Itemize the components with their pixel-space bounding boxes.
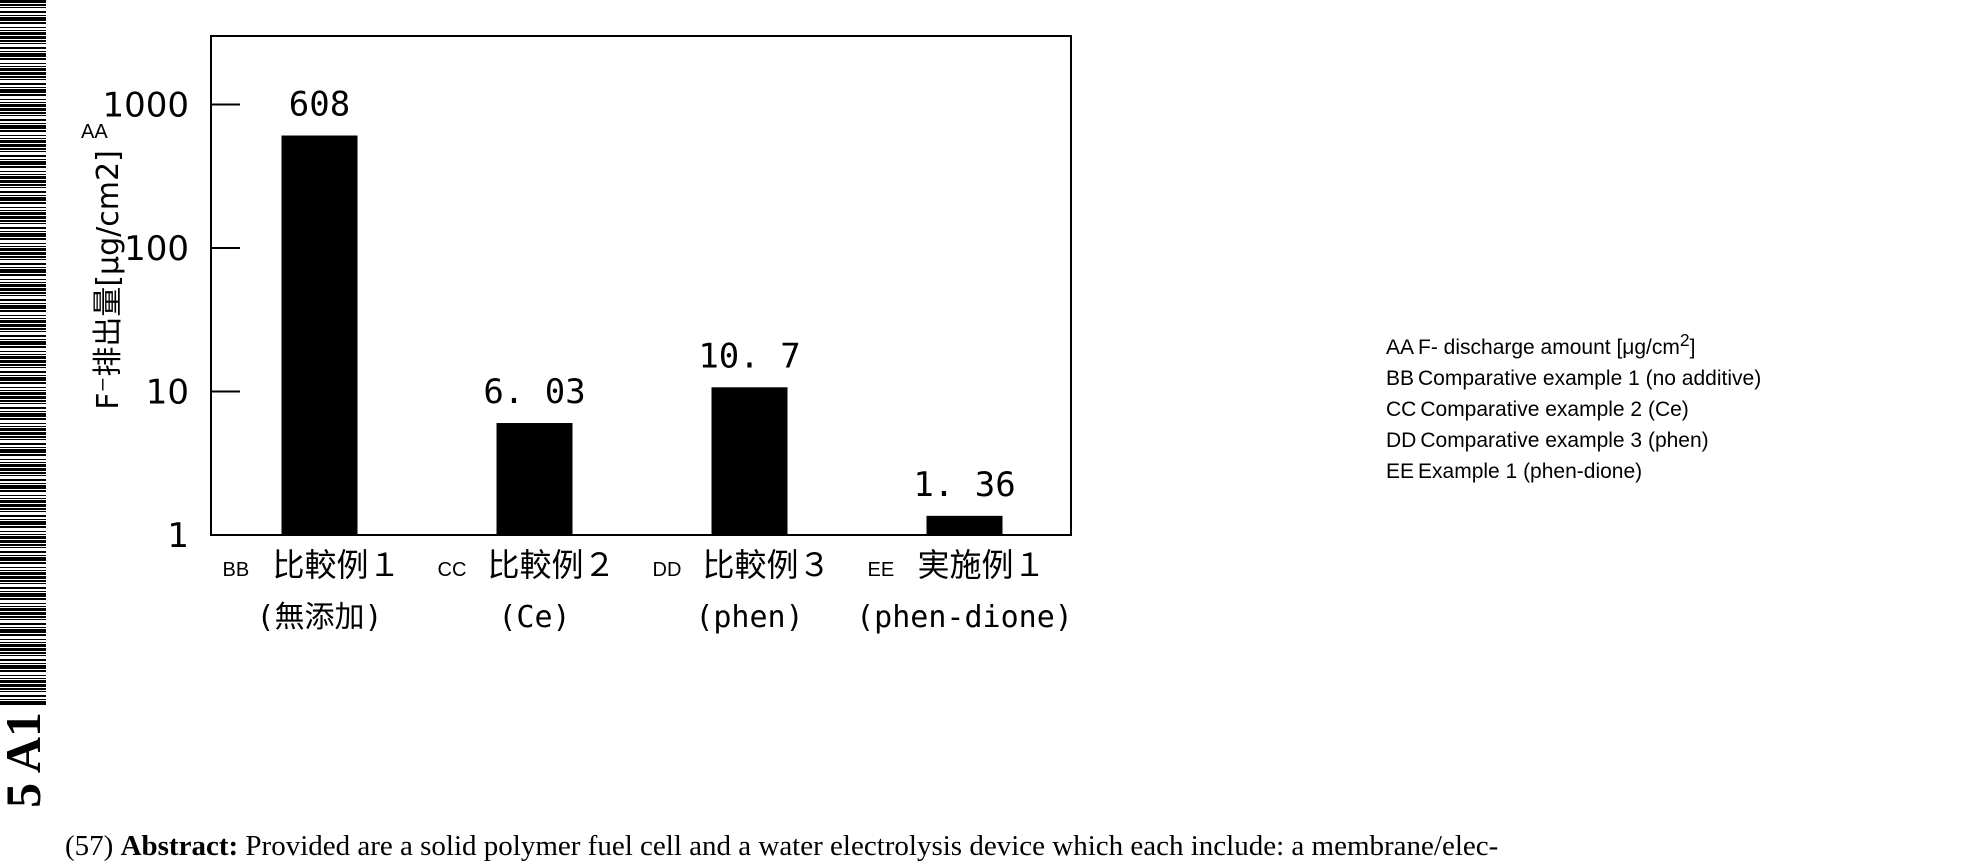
bar xyxy=(711,387,788,535)
category-name: 比較例２ xyxy=(488,546,616,584)
category-sublabel: (無添加) xyxy=(256,600,382,635)
legend-item: CC Comparative example 2 (Ce) xyxy=(1386,394,1956,425)
legend-item: DD Comparative example 3 (phen) xyxy=(1386,425,1956,456)
y-tick-label: 10 xyxy=(146,373,189,413)
bar xyxy=(496,423,573,535)
abstract-label: Abstract: xyxy=(120,830,239,862)
legend-code: BB xyxy=(1386,367,1415,390)
legend: AA F- discharge amount [μg/cm2] BB Comparat… xyxy=(1386,325,1956,487)
plot-frame xyxy=(210,35,1072,536)
legend-text: Comparative example 1 (no additive) xyxy=(1418,367,1762,390)
category-code: DD xyxy=(653,559,682,581)
abstract-line: (57) Abstract: Provided are a solid poly… xyxy=(65,830,1964,863)
legend-item: AA F- discharge amount [μg/cm2] xyxy=(1386,325,1956,363)
legend-text: Comparative example 2 (Ce) xyxy=(1420,398,1689,421)
bars-group: 608 6. 03 10. 7 1. 36 xyxy=(281,85,1016,536)
y-axis-label-code: AA xyxy=(81,121,108,143)
legend-code: CC xyxy=(1386,398,1417,421)
category-sublabel: (phen) xyxy=(695,600,803,635)
abstract-text: Provided are a solid polymer fuel cell a… xyxy=(245,830,1499,862)
legend-code: EE xyxy=(1386,460,1415,483)
bar-value-label: 1. 36 xyxy=(913,465,1015,505)
legend-text: F- discharge amount [μg/cm xyxy=(1418,336,1680,359)
y-tick-label: 1 xyxy=(167,516,189,556)
category-code: CC xyxy=(438,559,467,581)
category-code: BB xyxy=(223,559,250,581)
legend-code: AA xyxy=(1386,336,1415,359)
category-name: 比較例１ xyxy=(273,546,401,584)
y-axis: 1 10 100 1000 xyxy=(102,86,240,556)
category-name: 実施例１ xyxy=(918,546,1046,584)
y-axis-label: F⁻排出量[μg/cm2] xyxy=(91,150,126,410)
category-name: 比較例３ xyxy=(703,546,831,584)
y-tick-label: 100 xyxy=(124,229,189,269)
barcode-strip xyxy=(0,0,46,705)
legend-item: BB Comparative example 1 (no additive) xyxy=(1386,363,1956,394)
legend-text: Example 1 (phen-dione) xyxy=(1418,460,1643,483)
bar-value-label: 608 xyxy=(289,85,350,125)
bar-value-label: 10. 7 xyxy=(698,336,800,376)
y-tick-label: 1000 xyxy=(102,86,189,126)
legend-text: Comparative example 3 (phen) xyxy=(1420,429,1709,452)
bar-value-label: 6. 03 xyxy=(483,372,585,412)
x-axis: BB 比較例１ (無添加) CC 比較例２ (Ce) DD 比較例３ (phen) EE 実施例１ (… xyxy=(223,546,1073,635)
legend-text-tail: ] xyxy=(1689,336,1696,359)
legend-item: EE Example 1 (phen-dione) xyxy=(1386,456,1956,487)
bar xyxy=(281,135,358,536)
category-code: EE xyxy=(868,559,895,581)
legend-code: DD xyxy=(1386,429,1417,452)
category-sublabel: (phen-dione) xyxy=(856,600,1073,635)
legend-superscript: 2 xyxy=(1679,330,1690,350)
bar xyxy=(926,515,1003,535)
category-sublabel: (Ce) xyxy=(498,600,570,635)
abstract-number: (57) xyxy=(65,830,114,862)
